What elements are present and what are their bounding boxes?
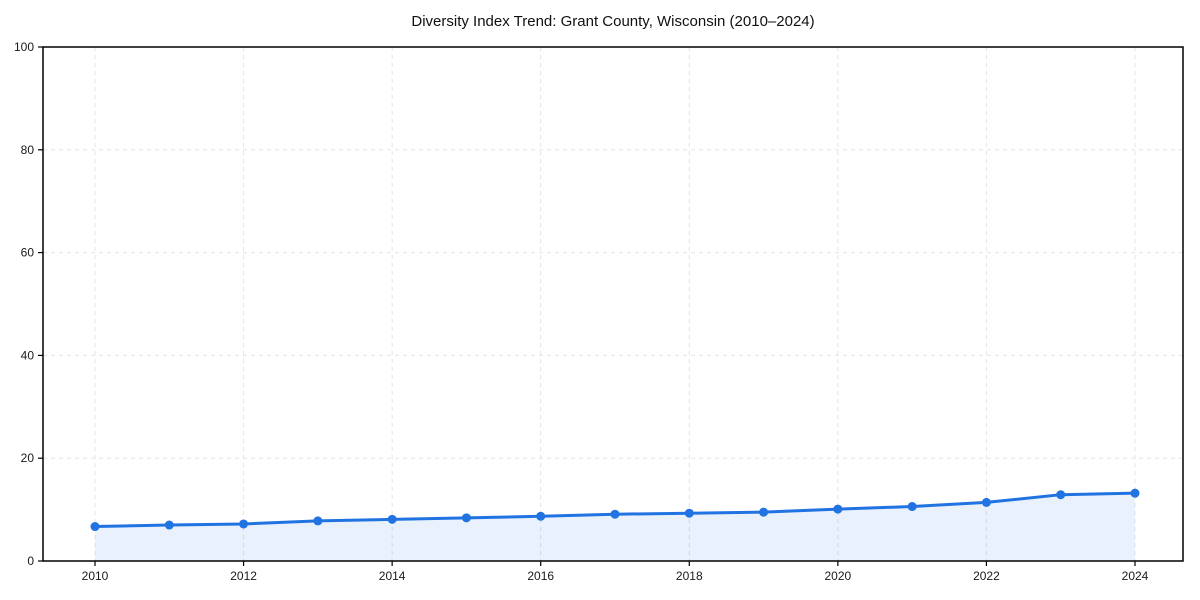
data-point-2024: [1130, 488, 1140, 498]
plot-border: [42, 46, 1184, 562]
x-tick-label: 2010: [82, 569, 109, 583]
data-point-2015: [461, 513, 471, 523]
data-point-2022: [981, 497, 991, 507]
data-point-2021: [907, 502, 917, 512]
data-point-2017: [610, 509, 620, 519]
x-tick-label: 2022: [973, 569, 1000, 583]
y-tick-label: 80: [21, 143, 35, 157]
y-tick-label: 60: [21, 246, 35, 260]
data-point-2012: [239, 519, 249, 529]
x-tick-label: 2012: [230, 569, 257, 583]
y-tick-label: 100: [14, 40, 34, 54]
data-point-2020: [833, 504, 843, 514]
area-fill: [95, 493, 1135, 561]
data-point-2016: [536, 511, 546, 521]
y-tick-label: 0: [27, 554, 34, 568]
data-point-2011: [164, 520, 174, 530]
data-point-2010: [90, 522, 100, 532]
data-point-2013: [313, 516, 323, 526]
data-point-2019: [759, 507, 769, 517]
x-tick-label: 2014: [379, 569, 406, 583]
y-tick-label: 40: [21, 348, 35, 362]
data-point-2023: [1056, 490, 1066, 500]
x-tick-label: 2020: [825, 569, 852, 583]
data-point-2018: [684, 508, 694, 518]
data-point-2014: [387, 514, 397, 524]
x-tick-label: 2018: [676, 569, 703, 583]
x-tick-label: 2016: [527, 569, 554, 583]
y-tick-label: 20: [21, 451, 35, 465]
chart-title: Diversity Index Trend: Grant County, Wis…: [411, 13, 815, 30]
x-tick-label: 2024: [1122, 569, 1149, 583]
